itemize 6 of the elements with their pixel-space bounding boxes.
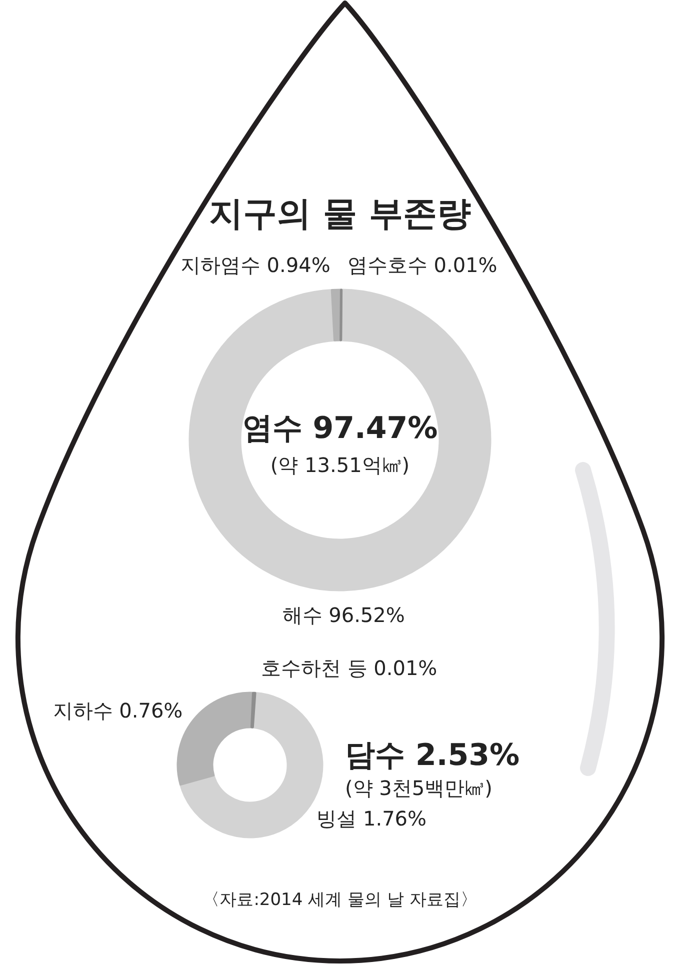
annotation: 〈자료:2014 세계 물의 날 자료집〉 — [202, 890, 478, 910]
annotation: 염수 97.47% — [242, 411, 438, 446]
annotation: (약 3천5백만㎦) — [345, 776, 492, 800]
annotation: 담수 2.53% — [345, 738, 520, 773]
title: 지구의 물 부존량 — [209, 194, 471, 234]
annotation: (약 13.51억㎦) — [270, 453, 410, 477]
